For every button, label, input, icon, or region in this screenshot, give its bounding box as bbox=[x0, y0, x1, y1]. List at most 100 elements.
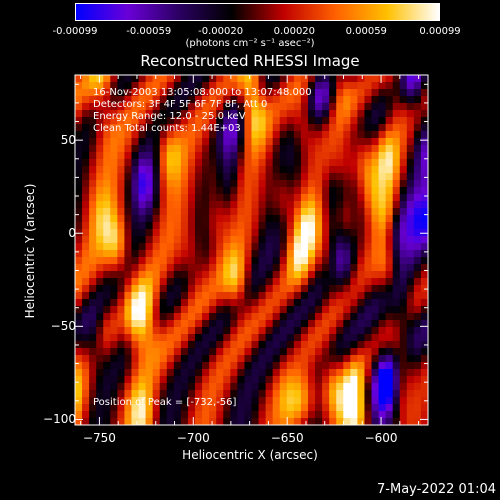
heatmap-cell bbox=[195, 96, 203, 104]
heatmap-cell bbox=[392, 103, 401, 111]
heatmap-cell bbox=[152, 131, 161, 139]
heatmap-cell bbox=[336, 376, 344, 384]
heatmap-cell bbox=[195, 222, 203, 230]
heatmap-cell bbox=[237, 299, 245, 307]
heatmap-cell bbox=[110, 117, 118, 125]
heatmap-cell bbox=[75, 159, 83, 167]
heatmap-cell bbox=[159, 243, 168, 251]
heatmap-cell bbox=[279, 369, 288, 377]
heatmap-cell bbox=[406, 159, 415, 167]
heatmap-cell bbox=[195, 383, 203, 391]
heatmap-cell bbox=[378, 215, 387, 223]
heatmap-cell bbox=[420, 82, 429, 90]
heatmap-cell bbox=[216, 376, 224, 384]
heatmap-cell bbox=[364, 138, 372, 146]
heatmap-cell bbox=[413, 292, 422, 300]
heatmap-cell bbox=[265, 376, 274, 384]
heatmap-cell bbox=[117, 222, 125, 230]
heatmap-cell bbox=[124, 222, 132, 230]
heatmap-cell bbox=[131, 292, 139, 300]
heatmap-cell bbox=[202, 285, 210, 293]
heatmap-cell bbox=[265, 138, 274, 146]
heatmap-cell bbox=[357, 145, 365, 153]
heatmap-cell bbox=[378, 334, 387, 342]
heatmap-cell bbox=[258, 320, 267, 328]
heatmap-cell bbox=[413, 236, 422, 244]
heatmap-cell bbox=[89, 75, 97, 83]
heatmap-cell bbox=[336, 292, 344, 300]
heatmap-cell bbox=[329, 299, 337, 307]
heatmap-cell bbox=[385, 152, 394, 160]
heatmap-cell bbox=[371, 110, 379, 118]
heatmap-cell bbox=[159, 229, 168, 237]
heatmap-cell bbox=[392, 222, 401, 230]
heatmap-cell bbox=[159, 222, 168, 230]
heatmap-cell bbox=[159, 355, 168, 363]
heatmap-cell bbox=[350, 229, 358, 237]
heatmap-cell bbox=[216, 208, 224, 216]
heatmap-cell bbox=[343, 145, 351, 153]
heatmap-cell bbox=[378, 117, 387, 125]
heatmap-cell bbox=[315, 229, 323, 237]
heatmap-cell bbox=[209, 320, 217, 328]
heatmap-cell bbox=[237, 341, 245, 349]
heatmap-cell bbox=[272, 138, 281, 146]
heatmap-cell bbox=[152, 243, 161, 251]
heatmap-cell bbox=[187, 222, 196, 230]
heatmap-cell bbox=[315, 334, 323, 342]
heatmap-cell bbox=[145, 278, 154, 286]
heatmap-cell bbox=[272, 222, 281, 230]
heatmap-cell bbox=[251, 390, 259, 398]
heatmap-cell bbox=[251, 82, 259, 90]
heatmap-cell bbox=[378, 250, 387, 258]
heatmap-cell bbox=[399, 110, 408, 118]
heatmap-cell bbox=[315, 96, 323, 104]
heatmap-cell bbox=[216, 257, 224, 265]
heatmap-cell bbox=[336, 327, 344, 335]
heatmap-cell bbox=[420, 369, 429, 377]
heatmap-cell bbox=[131, 124, 139, 132]
heatmap-cell bbox=[343, 208, 351, 216]
heatmap-cell bbox=[96, 117, 104, 125]
heatmap-cell bbox=[96, 285, 104, 293]
heatmap-cell bbox=[180, 376, 189, 384]
heatmap-cell bbox=[272, 215, 281, 223]
heatmap-cell bbox=[209, 131, 217, 139]
heatmap-cell bbox=[230, 117, 238, 125]
heatmap-cell bbox=[322, 180, 330, 188]
heatmap-cell bbox=[180, 222, 189, 230]
heatmap-cell bbox=[350, 236, 358, 244]
heatmap-cell bbox=[378, 166, 387, 174]
heatmap-cell bbox=[209, 215, 217, 223]
heatmap-cell bbox=[117, 411, 125, 419]
heatmap-cell bbox=[286, 341, 295, 349]
heatmap-cell bbox=[385, 222, 394, 230]
heatmap-cell bbox=[152, 320, 161, 328]
heatmap-cell bbox=[322, 194, 330, 202]
heatmap-cell bbox=[336, 131, 344, 139]
heatmap-cell bbox=[82, 292, 90, 300]
heatmap-cell bbox=[202, 222, 210, 230]
heatmap-cell bbox=[195, 306, 203, 314]
heatmap-cell bbox=[399, 292, 408, 300]
heatmap-cell bbox=[145, 194, 154, 202]
heatmap-cell bbox=[315, 376, 323, 384]
heatmap-cell bbox=[392, 306, 401, 314]
heatmap-cell bbox=[251, 138, 259, 146]
heatmap-cell bbox=[180, 159, 189, 167]
heatmap-cell bbox=[307, 117, 316, 125]
heatmap-cell bbox=[420, 180, 429, 188]
heatmap-cell bbox=[385, 313, 394, 321]
heatmap-cell bbox=[385, 215, 394, 223]
heatmap-cell bbox=[75, 404, 83, 412]
heatmap-cell bbox=[251, 299, 259, 307]
heatmap-cell bbox=[350, 334, 358, 342]
heatmap-cell bbox=[96, 243, 104, 251]
heatmap-cell bbox=[329, 264, 337, 272]
heatmap-cell bbox=[138, 383, 146, 391]
heatmap-cell bbox=[272, 117, 281, 125]
heatmap-cell bbox=[399, 404, 408, 412]
heatmap-cell bbox=[117, 89, 125, 97]
heatmap-cell bbox=[152, 103, 161, 111]
heatmap-cell bbox=[279, 124, 288, 132]
